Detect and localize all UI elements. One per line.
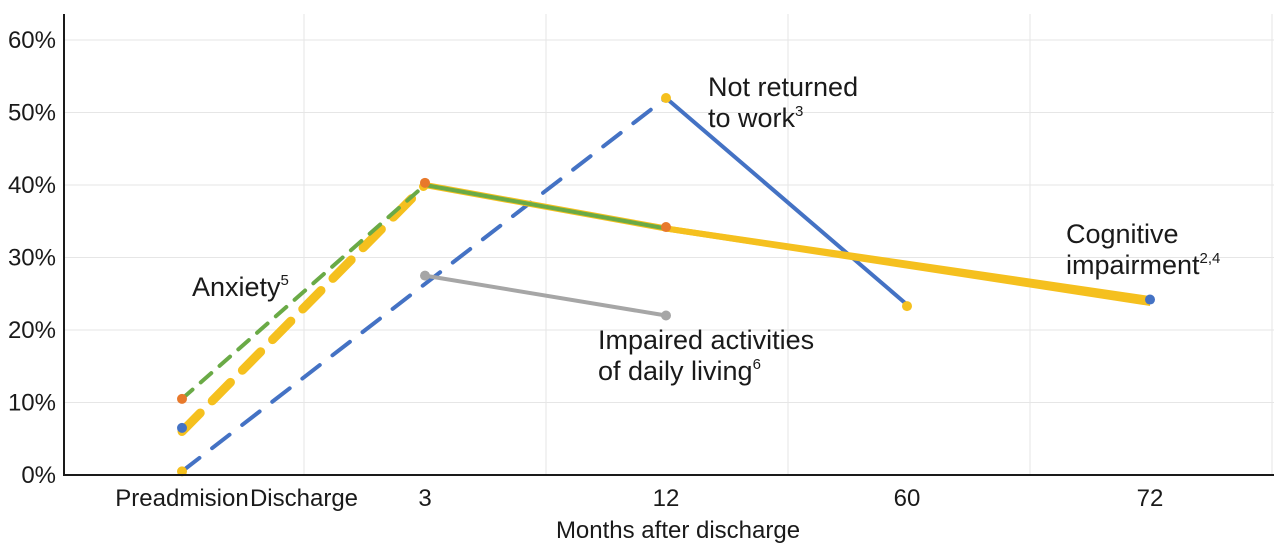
data-point — [420, 177, 430, 188]
y-tick-labels: 0% 10% 20% 30% 40% 50% 60% — [8, 27, 56, 489]
data-point — [661, 310, 671, 321]
data-point — [902, 301, 912, 312]
cognitive-impairment-dashed-line — [177, 180, 430, 436]
series-lines — [177, 96, 1153, 474]
annotation-impaired-adl: Impaired activities of daily living6 — [598, 325, 822, 386]
anxiety-solid-line — [423, 183, 668, 231]
y-tick-label: 40% — [8, 172, 56, 199]
data-point — [177, 466, 187, 477]
x-tick-labels: Preadmision Discharge 3 12 60 72 — [115, 485, 1163, 512]
x-tick-label: 72 — [1137, 485, 1164, 512]
x-tick-label: 3 — [418, 485, 431, 512]
x-tick-label: 60 — [894, 485, 921, 512]
axes — [63, 14, 1274, 476]
not-returned-to-work-solid-line — [664, 96, 909, 307]
anxiety-dashed-line — [180, 183, 427, 401]
data-point — [661, 222, 671, 233]
y-tick-label: 10% — [8, 390, 56, 417]
annotation-not-returned-to-work: Not returned to work3 — [708, 72, 866, 133]
impaired-activities-of-daily-living-solid-line — [423, 273, 668, 318]
y-tick-label: 60% — [8, 27, 56, 54]
x-tick-label: Discharge — [250, 485, 358, 512]
data-point — [177, 393, 187, 404]
x-axis-title: Months after discharge — [556, 517, 800, 544]
x-tick-label: Preadmision — [115, 485, 248, 512]
data-point — [1145, 294, 1155, 305]
annotation-cognitive-impairment: Cognitive impairment2,4 — [1066, 219, 1220, 280]
y-tick-label: 30% — [8, 245, 56, 272]
x-tick-label: 12 — [653, 485, 680, 512]
grid — [64, 14, 1274, 475]
data-point — [661, 93, 671, 103]
cognitive-impairment-solid-band — [666, 225, 1150, 306]
y-tick-label: 0% — [21, 462, 56, 489]
data-point — [420, 270, 430, 281]
y-tick-label: 50% — [8, 100, 56, 127]
not-returned-to-work-dashed-line — [180, 96, 668, 474]
y-tick-label: 20% — [8, 317, 56, 344]
annotation-anxiety: Anxiety5 — [192, 272, 289, 302]
data-point — [177, 422, 187, 433]
data-points — [177, 93, 1155, 477]
